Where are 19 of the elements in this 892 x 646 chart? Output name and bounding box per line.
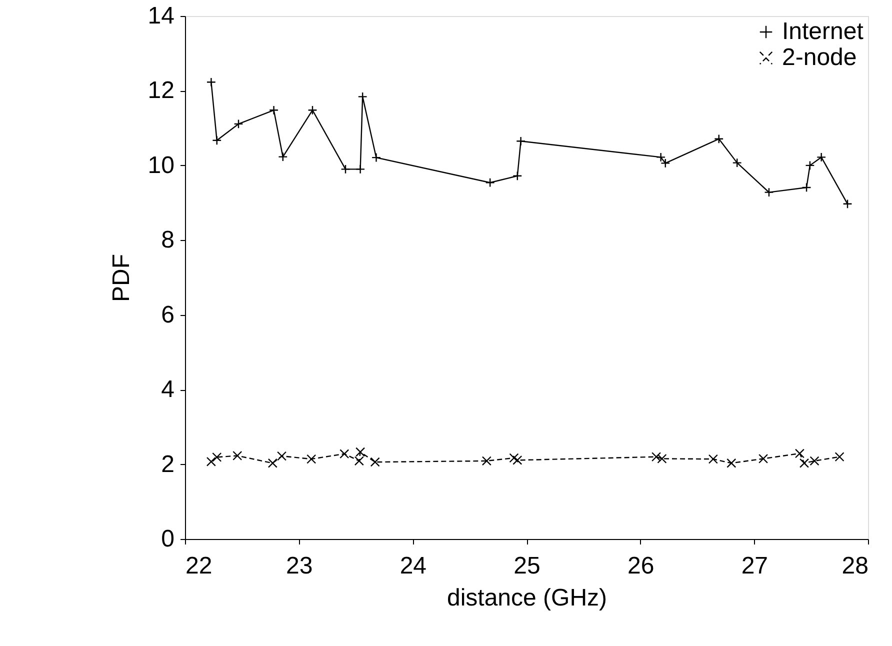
y-tick-label: 12	[148, 77, 174, 104]
y-tick-label: 6	[161, 301, 174, 328]
x-tick-label: 23	[286, 552, 313, 580]
x-tick-label: 24	[400, 552, 427, 580]
y-tick-label: 4	[161, 376, 174, 404]
y-tick-label: 8	[161, 226, 174, 254]
x-tick-label: 27	[741, 552, 768, 580]
y-tick-label: 14	[148, 2, 174, 30]
x-tick-label: 25	[514, 552, 540, 580]
y-tick-label: 10	[148, 152, 174, 179]
x-tick-label: 22	[186, 552, 212, 580]
x-tick-label: 26	[627, 552, 654, 580]
legend-label: Internet	[782, 18, 864, 45]
legend-label: 2-node	[782, 44, 857, 71]
y-tick-label: 2	[161, 450, 174, 478]
y-tick-label: 0	[161, 526, 174, 552]
x-axis-title: distance (GHz)	[446, 584, 608, 612]
y-axis-title: PDF	[108, 254, 135, 302]
x-tick-label: 28	[842, 552, 868, 580]
